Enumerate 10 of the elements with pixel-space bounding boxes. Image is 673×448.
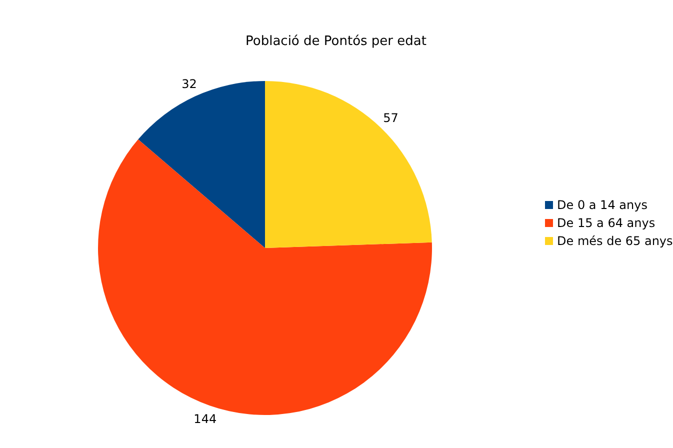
chart-title: Població de Pontós per edat bbox=[246, 34, 426, 49]
data-label: 57 bbox=[383, 111, 398, 126]
data-label: 32 bbox=[182, 76, 197, 91]
data-label: 144 bbox=[194, 412, 217, 426]
legend-label: De 15 a 64 anys bbox=[557, 216, 656, 230]
legend-label: De 0 a 14 anys bbox=[557, 198, 648, 212]
pie-slice bbox=[98, 139, 432, 415]
legend-label: De més de 65 anys bbox=[557, 234, 673, 248]
pie-slice bbox=[138, 81, 265, 248]
pie-slice bbox=[265, 81, 432, 248]
